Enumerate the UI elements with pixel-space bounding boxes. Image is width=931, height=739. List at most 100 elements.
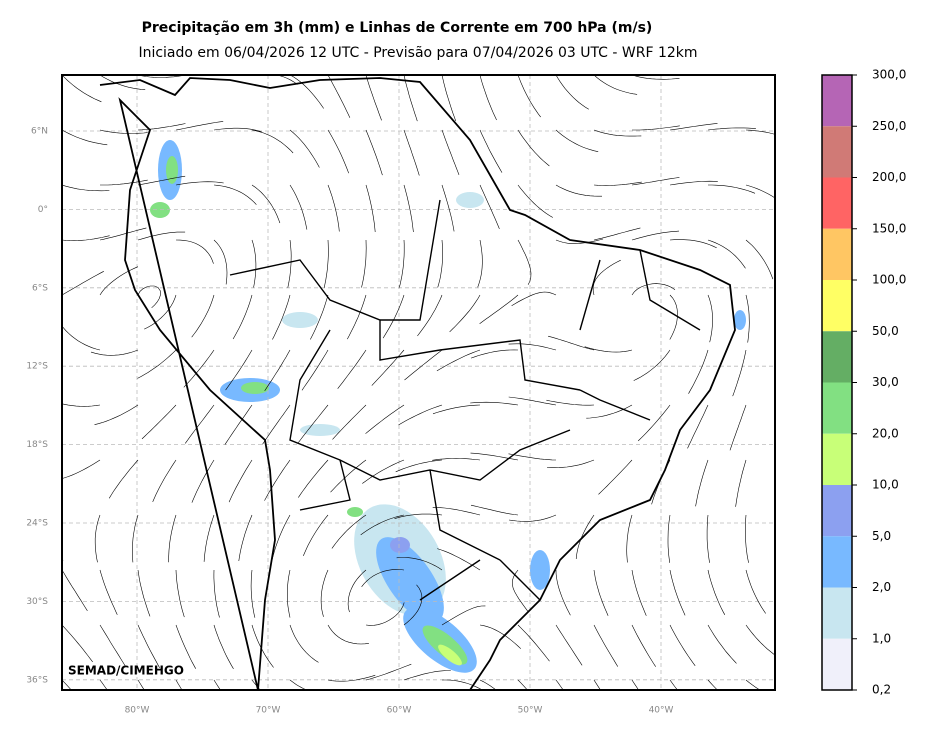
colorbar-label: 0,2 [872,683,891,697]
streamline [62,271,104,296]
streamline [62,403,101,407]
streamline [175,121,224,131]
streamline [546,459,595,469]
streamline [287,239,292,288]
streamline [62,404,63,405]
streamline [396,557,443,571]
colorbar-label: 10,0 [872,478,899,492]
streamline [175,569,185,618]
streamline [555,569,571,616]
streamline [289,184,308,230]
streamline [511,291,557,306]
streamline [175,679,183,690]
colorbar-segment [822,485,852,537]
streamline [707,294,713,343]
colorbar-segment [822,75,852,127]
colorbar-label: 200,0 [872,170,906,184]
streamline [213,127,262,132]
lat-label: 36°S [26,675,48,685]
streamline [508,396,557,406]
streamline [252,75,298,85]
streamline [144,294,177,330]
streamline [745,679,761,690]
colorbar-label: 2,0 [872,580,891,594]
streamline [517,239,532,285]
streamline [152,459,177,503]
streamline [586,404,633,419]
streamline [548,335,595,351]
streamline [555,184,602,197]
streamline [631,230,680,241]
lon-label: 40°W [649,706,674,716]
streamline [669,624,696,666]
lat-label: 6°S [32,283,48,293]
lon-label: 80°W [125,706,150,716]
streamline [361,569,405,587]
streamline [517,624,550,662]
streamline [271,514,291,560]
streamline [62,679,72,690]
colorbar-segment [822,177,852,229]
streamline [394,513,443,519]
streamline [94,514,101,563]
lat-label: 18°S [26,440,48,450]
streamline [62,75,102,103]
streamline [417,294,443,337]
colorbar-label: 20,0 [872,426,899,440]
streamline [637,404,671,442]
streamline [327,674,376,682]
streamline [99,679,108,690]
streamline [437,548,481,571]
streamline [251,239,257,288]
streamline [320,569,329,617]
streamline [669,569,686,616]
streamline [365,75,382,121]
streamline [432,458,481,461]
streamline [745,184,775,199]
streamline [327,75,351,118]
streamline [176,75,179,76]
streamline [707,569,726,615]
streamline [404,349,443,381]
streamline [289,129,320,168]
streamline [360,514,405,536]
streamline [137,624,160,668]
colorbar-segment [822,331,852,383]
axis-labels: 6°N 0° 6°S 12°S 18°S 24°S 30°S 36°S 80°W 70°W 60°W… [26,127,673,716]
streamline [289,679,308,690]
streamline [477,239,483,288]
streamline [470,349,519,359]
streamline [745,294,750,343]
colorbar-segment [822,536,852,588]
streamline [633,349,671,381]
streamline [735,459,747,507]
streamline [175,624,196,669]
streamline [517,129,550,167]
streamline [555,129,599,152]
streamline [298,404,329,443]
streamline [631,569,647,616]
streamline [432,507,481,516]
streamline [62,460,63,461]
streamline [403,584,423,626]
colorbar-segment [822,433,852,485]
colorbar-segment [822,382,852,434]
streamline [137,75,186,78]
streamline [175,181,224,186]
colorbar-label: 1,0 [872,631,891,645]
streamline [669,180,718,186]
streamlines [62,75,775,690]
streamline [203,514,215,562]
streamline [706,514,710,563]
streamline [327,129,349,174]
streamline [371,349,405,386]
streamline [593,624,619,667]
streamline [695,459,709,507]
grid [62,75,775,690]
streamline [470,504,519,516]
streamline [437,239,443,288]
streamline [183,349,215,388]
title: Precipitação em 3h (mm) e Linhas de Corr… [142,20,653,36]
streamline [327,184,340,232]
streamline [175,239,214,264]
